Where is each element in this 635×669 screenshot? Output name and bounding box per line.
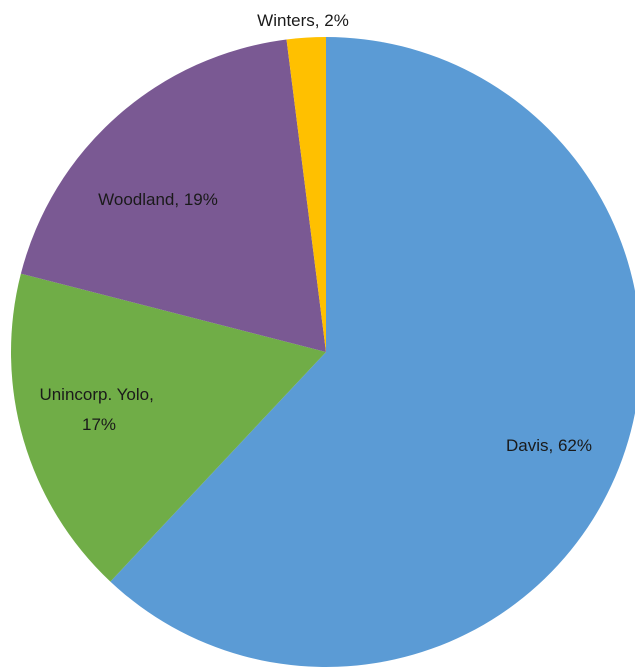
slice-label-winters: Winters, 2% — [257, 11, 349, 30]
pie-labels: Davis, 62% Unincorp. Yolo, 17% Woodland,… — [39, 11, 592, 455]
slice-label-woodland: Woodland, 19% — [98, 190, 218, 209]
slice-label-davis: Davis, 62% — [506, 436, 592, 455]
pie-slice-woodland — [20, 39, 327, 352]
slice-label-unincorp-yolo: Unincorp. Yolo, 17% — [39, 385, 158, 434]
pie-slice-davis — [110, 37, 635, 667]
pie-slices — [11, 37, 635, 667]
pie-slice-winters — [286, 37, 326, 352]
pie-slice-unincorp-yolo — [11, 273, 326, 582]
